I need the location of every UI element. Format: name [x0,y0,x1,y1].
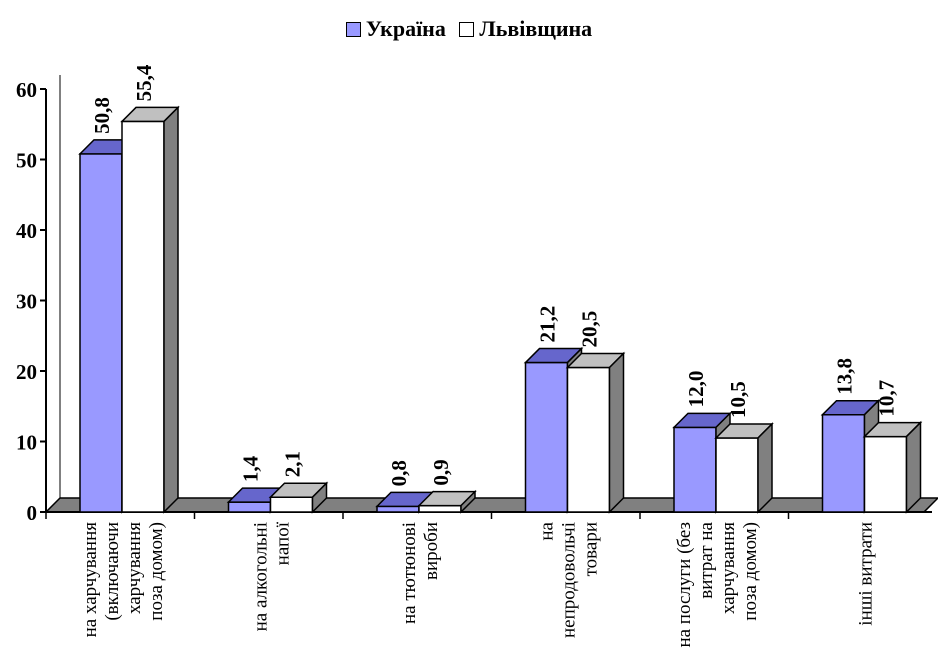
x-category-label-line: вироби [421,522,442,580]
data-label: 10,7 [875,380,899,417]
data-label: 21,2 [536,306,560,343]
data-label: 10,5 [726,381,750,418]
x-category-label: на алкогольні напої [251,521,294,631]
x-category-label-line: поза домом) [146,522,167,621]
legend-label-lviv: Львівщина [479,16,593,41]
legend-item-lviv: Львівщина [459,16,592,42]
x-category-label-line: (включаючи [102,522,123,621]
x-category-label-line: харчування [718,522,739,614]
bar [121,120,165,513]
data-label: 13,8 [833,358,857,395]
x-category-label-line: на харчування [80,522,101,638]
x-category-label-line: напої [273,521,294,565]
bar-side [163,105,179,514]
data-label: 20,5 [578,311,602,348]
x-category-label-line: непродовольчі [559,522,580,638]
x-category-label-line: харчування [124,522,145,614]
data-label: 1,4 [239,455,263,482]
chart-legend: Україна Львівщина [0,16,938,43]
bar [79,153,123,513]
data-label: 50,8 [90,97,114,134]
bar [673,426,717,513]
bar [715,437,759,513]
bar [524,361,569,513]
x-category-label-line: на послуги (без [674,522,695,648]
x-category-label-line: на тютюнові [399,522,420,624]
bar-side [757,422,773,514]
y-tick-label: 50 [16,149,37,173]
x-category-label: на непродовольчі товари [537,521,602,638]
data-label: 2,1 [281,451,305,477]
x-category-label-line: витрат на [696,521,717,598]
x-category-label-line: на [537,521,558,540]
bar [227,501,272,513]
x-category-label-line: товари [581,522,602,576]
data-label: 55,4 [132,64,156,101]
chart-floor [44,497,938,513]
x-category-label: на харчування (включаючи харчування поза до… [80,522,167,638]
bar [821,413,866,513]
bar-side [311,481,328,514]
bar [269,496,314,513]
legend-label-ukraine: Україна [365,16,446,41]
x-category-label: на тютюнові вироби [399,522,442,624]
bar [863,435,908,513]
x-category-label-line: інші витрати [856,522,877,626]
x-category-label: інші витрати [856,522,877,626]
bar [376,505,420,513]
data-label: 0,9 [429,459,453,485]
y-tick-label: 30 [16,290,37,314]
bar [566,366,611,513]
y-tick-label: 60 [16,78,37,102]
legend-swatch-ukraine [345,21,361,37]
bar-side [608,351,625,514]
y-tick-label: 40 [16,219,37,243]
legend-item-ukraine: Україна [345,16,446,42]
bar-side [905,420,922,514]
y-tick-label: 10 [16,431,37,455]
x-category-label: на послуги (без витрат на харчування поза д… [674,521,761,647]
y-tick-label: 20 [16,360,37,384]
bar [418,504,462,513]
bar-side [460,489,476,514]
data-label: 12,0 [684,371,708,408]
x-category-label-line: поза домом) [740,522,761,621]
legend-swatch-lviv [459,21,475,37]
y-tick-label: 0 [27,501,38,525]
data-label: 0,8 [387,460,411,486]
x-category-label-line: на алкогольні [251,522,272,631]
